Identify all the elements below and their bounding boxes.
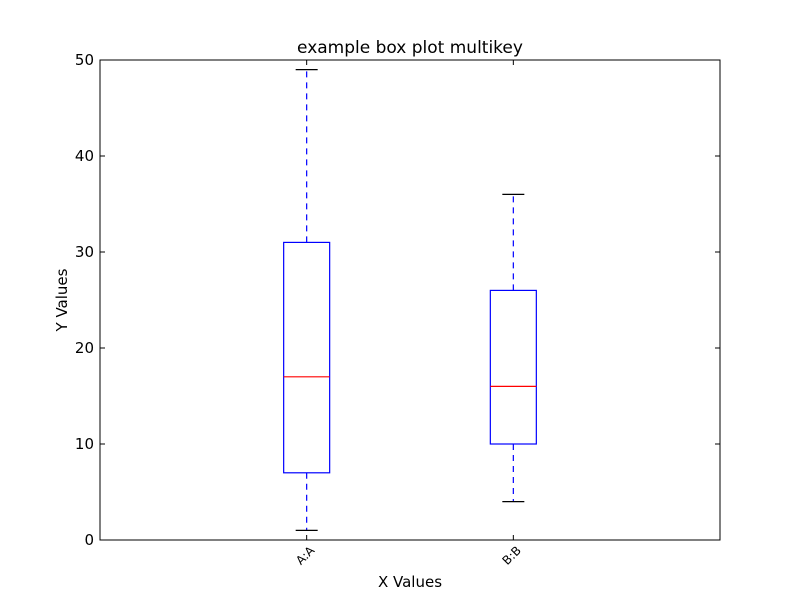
y-tick-label: 50 xyxy=(75,51,94,69)
x-tick-label: B:B xyxy=(500,543,524,567)
box-body xyxy=(489,289,537,445)
y-tick-label: 10 xyxy=(75,435,94,453)
chart-title: example box plot multikey xyxy=(297,38,523,58)
box-body xyxy=(283,241,331,474)
x-axis-label: X Values xyxy=(378,573,442,591)
y-tick-label: 0 xyxy=(84,531,94,549)
y-tick-label: 20 xyxy=(75,339,94,357)
y-axis-label: Y Values xyxy=(53,268,71,332)
plot-frame xyxy=(99,59,721,541)
y-tick-label: 40 xyxy=(75,147,94,165)
y-tick-label: 30 xyxy=(75,243,94,261)
x-tick-label: A:A xyxy=(293,543,318,568)
plot-area: 0 10 20 30 40 50 A:A B:B xyxy=(75,51,721,568)
